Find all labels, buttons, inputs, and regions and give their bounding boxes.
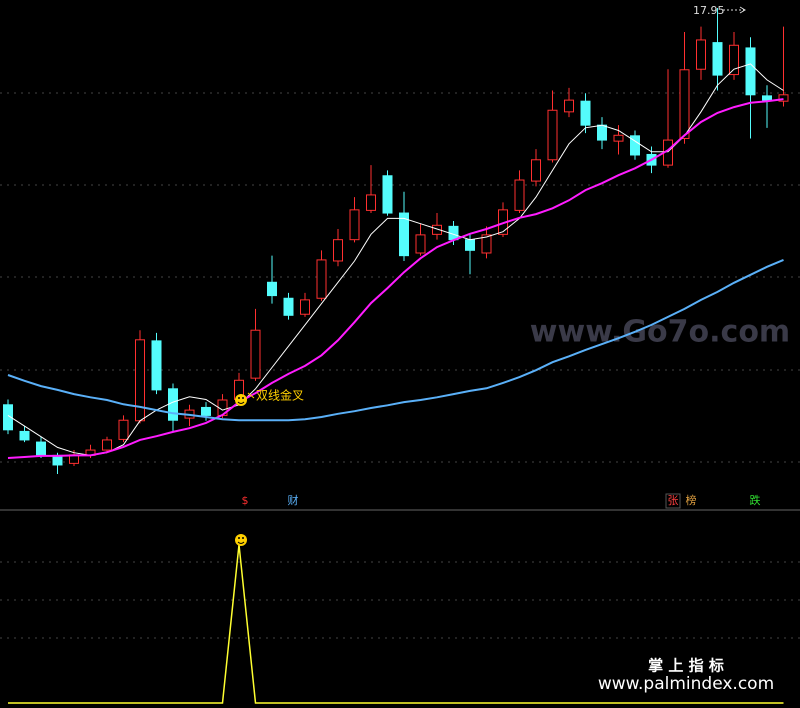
- marker: 榜: [686, 493, 697, 507]
- candle-body: [580, 100, 591, 126]
- candle-body: [745, 47, 756, 96]
- marker: $: [242, 494, 249, 507]
- candle-body: [729, 44, 739, 76]
- candle-body: [168, 388, 178, 421]
- candle-body: [399, 212, 409, 257]
- candle-body: [283, 297, 294, 316]
- candle-body: [630, 135, 640, 156]
- candle-body: [696, 39, 706, 70]
- candle-body: [547, 109, 558, 161]
- marker: 张: [668, 494, 679, 507]
- candle-body: [481, 234, 492, 254]
- candle-body: [762, 95, 772, 101]
- marker: 财: [288, 493, 299, 507]
- indicator-line: [8, 544, 784, 704]
- candle-body: [316, 259, 327, 299]
- moving-average: [7, 258, 784, 422]
- candle-body: [36, 441, 46, 456]
- footer-title: 掌 上 指 标: [648, 657, 724, 675]
- candle-body: [102, 439, 112, 451]
- indicator-icon: [235, 534, 247, 546]
- candle-body: [564, 99, 574, 113]
- candle-body: [465, 239, 475, 251]
- candle-body: [349, 209, 360, 241]
- candle-body: [201, 406, 211, 416]
- candle-body: [679, 69, 690, 139]
- footer-url: www.palmindex.com: [598, 674, 774, 694]
- annotation-icon: [235, 392, 255, 406]
- candle-body: [135, 339, 145, 422]
- plot: [3, 7, 789, 704]
- candle-body: [712, 42, 723, 76]
- high-label: 17.95: [693, 4, 725, 17]
- candle-body: [432, 224, 442, 235]
- candle-body: [267, 281, 277, 297]
- moving-average: [7, 98, 784, 459]
- candle-body: [597, 124, 607, 141]
- candle-body: [514, 179, 525, 211]
- moving-average: [7, 63, 784, 456]
- arrow-head: [739, 6, 746, 14]
- annotation: 双线金叉: [256, 388, 304, 403]
- candle-body: [366, 194, 376, 211]
- candle-body: [382, 175, 393, 214]
- candle-body: [250, 329, 261, 379]
- candle-body: [3, 404, 13, 431]
- candle-body: [613, 134, 624, 142]
- candle-body: [531, 159, 541, 182]
- candle-body: [19, 430, 30, 441]
- grid: [0, 92, 800, 639]
- candle-body: [778, 94, 789, 102]
- candle-body: [415, 234, 426, 254]
- marker-box: [665, 493, 681, 509]
- candle-body: [300, 299, 310, 315]
- candle-body: [333, 239, 343, 262]
- candle-body: [118, 419, 129, 440]
- candle-body: [151, 340, 162, 391]
- marker: 跌: [750, 493, 761, 507]
